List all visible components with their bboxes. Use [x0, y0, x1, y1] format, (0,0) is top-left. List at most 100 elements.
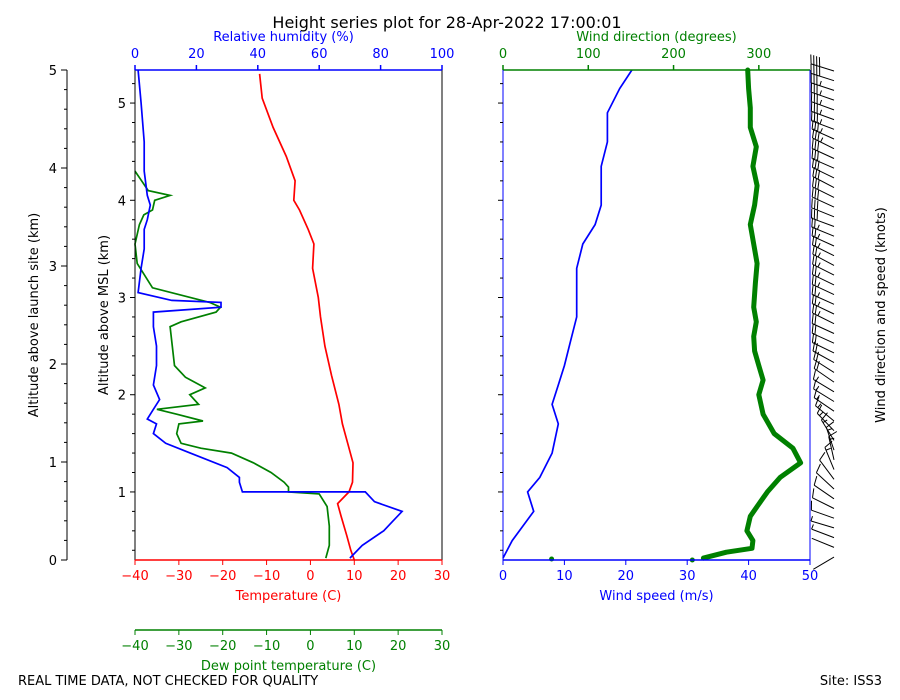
wind-barb	[811, 284, 835, 305]
wind-barb	[811, 313, 835, 334]
dewpoint-tick-label: 0	[306, 639, 314, 654]
wind-barb	[811, 208, 835, 227]
dewpoint-tick-label: −20	[209, 639, 236, 654]
wind-barb	[811, 537, 835, 548]
temperature-tick-label: −10	[253, 569, 280, 584]
wind-speed-tick-label: 40	[740, 569, 757, 584]
wind-barb	[812, 235, 835, 257]
wind-barb	[811, 274, 835, 296]
wind-barbs: Wind direction and speed (knots)	[810, 54, 889, 570]
wind-barb	[810, 92, 835, 111]
rh-tick-label: 20	[188, 47, 205, 62]
rh-axis-label: Relative humidity (%)	[213, 30, 354, 45]
wind-barb	[811, 333, 835, 354]
wind-dir-tick-label: 200	[661, 47, 686, 62]
wind-barb	[811, 119, 835, 140]
wind-dir-tick-label: 0	[499, 47, 507, 62]
wind-barb	[811, 187, 835, 208]
agl-tick-label: 4	[49, 162, 57, 177]
barbs-axis-label: Wind direction and speed (knots)	[874, 207, 889, 423]
msl-tick-label: 4	[118, 194, 126, 209]
rh-tick-label: 60	[311, 47, 328, 62]
wind-barb	[811, 157, 835, 179]
agl-axis-label: Altitude above launch site (km)	[27, 213, 42, 417]
wind-barb	[812, 128, 835, 150]
wind-barb	[811, 217, 835, 237]
wind-speed-line	[502, 69, 633, 559]
relative-humidity-line	[137, 69, 404, 559]
wind-barb	[812, 488, 835, 509]
wind-speed-tick-label: 10	[556, 569, 573, 584]
wind-barb	[811, 323, 835, 344]
wind-speed-tick-label: 20	[618, 569, 635, 584]
wind-barb	[811, 226, 835, 247]
wind-barb	[811, 111, 835, 130]
wind-dir-axis-label: Wind direction (degrees)	[576, 30, 736, 45]
msl-tick-label: 2	[118, 389, 126, 404]
wind-dir-tick-label: 100	[576, 47, 601, 62]
rh-tick-label: 0	[131, 47, 139, 62]
wind-barb	[812, 177, 835, 198]
rh-tick-label: 100	[430, 47, 455, 62]
agl-tick-label: 0	[49, 554, 57, 569]
dewpoint-tick-label: −40	[121, 639, 148, 654]
temperature-tick-label: −40	[121, 569, 148, 584]
chart-title: Height series plot for 28-Apr-2022 17:00…	[272, 13, 621, 32]
temperature-tick-label: 10	[346, 569, 363, 584]
wind-barb	[813, 475, 835, 500]
wind-barb	[810, 82, 835, 101]
wind-barb	[811, 138, 835, 159]
dew-point-line	[134, 170, 331, 559]
dewpoint-tick-label: 10	[346, 639, 363, 654]
wind-barb	[812, 244, 835, 266]
wind-speed-tick-label: 30	[679, 569, 696, 584]
wind-barb	[815, 396, 835, 422]
rh-tick-label: 40	[250, 47, 267, 62]
wind-direction-line	[700, 67, 804, 561]
wind-barb	[810, 516, 835, 529]
wind-barb	[812, 303, 835, 325]
msl-axis-label: Altitude above MSL (km)	[97, 235, 112, 395]
wind-barb	[810, 54, 835, 72]
msl-tick-label: 5	[118, 97, 126, 112]
agl-tick-label: 2	[49, 358, 57, 373]
temperature-tick-label: −20	[209, 569, 236, 584]
msl-tick-label: 3	[118, 292, 126, 307]
wind-barb	[812, 167, 835, 189]
agl-tick-label: 1	[49, 456, 57, 471]
temperature-tick-label: 0	[306, 569, 314, 584]
wind-barb	[813, 379, 835, 402]
dewpoint-tick-label: 20	[390, 639, 407, 654]
wind-dir-tick-label: 300	[746, 47, 771, 62]
msl-tick-label: 1	[118, 486, 126, 501]
temperature-line	[258, 73, 356, 561]
temperature-axis-label: Temperature (C)	[235, 589, 342, 604]
agl-tick-label: 5	[49, 64, 57, 79]
dewpoint-tick-label: 30	[434, 639, 451, 654]
wind-direction-point	[549, 556, 555, 562]
dewpoint-axis-label: Dew point temperature (C)	[201, 659, 376, 674]
dewpoint-tick-label: −10	[253, 639, 280, 654]
wind-barb	[810, 63, 835, 82]
wind-barb	[819, 452, 835, 480]
wind-panel: 0 10 20 30 40 50 Wind speed (m/s) 0 100 200 300 Win…	[498, 30, 818, 604]
wind-barb	[811, 294, 835, 315]
wind-barb	[810, 73, 835, 91]
wind-speed-axis-label: Wind speed (m/s)	[599, 589, 713, 604]
wind-barb	[811, 198, 835, 218]
wind-barb	[815, 463, 835, 490]
wind-speed-tick-label: 0	[499, 569, 507, 584]
wind-barb	[811, 264, 835, 286]
wind-barb	[812, 370, 835, 393]
wind-barb	[813, 556, 835, 570]
dewpoint-tick-label: −30	[165, 639, 192, 654]
wind-barb	[810, 101, 835, 121]
wind-barb	[810, 500, 835, 519]
quality-note: REAL TIME DATA, NOT CHECKED FOR QUALITY	[18, 674, 319, 689]
wind-speed-tick-label: 50	[802, 569, 819, 584]
temperature-tick-label: 20	[390, 569, 407, 584]
wind-barb	[812, 254, 835, 276]
site-label: Site: ISS3	[819, 674, 882, 689]
